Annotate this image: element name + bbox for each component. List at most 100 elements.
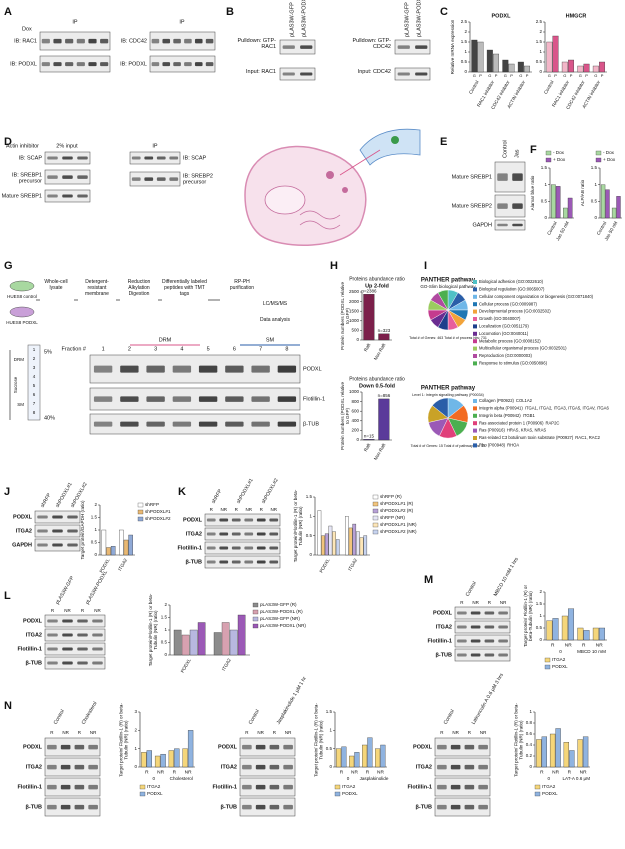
legend-label: pLAS3W-GFP (R) (260, 602, 297, 607)
y-axis-label: Target protein/ Flotillin-1 (R) or beta-… (522, 584, 533, 648)
bar (577, 65, 584, 73)
legend-label: shRFP (R) (380, 494, 402, 499)
legend-swatch (473, 346, 477, 351)
blot-band (77, 156, 88, 160)
label: ITGA2 (26, 764, 42, 770)
label: 8 (285, 346, 288, 352)
label: NR (285, 730, 292, 735)
bar (524, 65, 531, 73)
blot-band (244, 560, 254, 564)
bar (569, 750, 575, 768)
blot (434, 737, 491, 757)
blot (239, 757, 296, 777)
x-tick-label: Control (596, 221, 608, 236)
legend-swatch (252, 602, 259, 608)
blot-band (225, 365, 244, 373)
x-tick-label: NR (580, 769, 587, 775)
legend-swatch (372, 529, 379, 535)
blot-band (497, 203, 508, 209)
label: PANTHER pathway (421, 278, 476, 284)
blot-band (450, 764, 461, 770)
blot-band (131, 156, 141, 160)
label: Flotillin-1 (213, 784, 237, 790)
legend-swatch (139, 784, 146, 790)
legend-swatch (473, 317, 477, 321)
legend-label: shPODXL#2 (NR) (380, 529, 417, 534)
y-axis-label: Target protein/Flotillin-1 (R) or beta-T… (147, 593, 158, 667)
bar (354, 752, 360, 768)
y-axis-label: Relative mRNA expression (450, 19, 456, 75)
legend-swatch (137, 516, 144, 522)
label: PODXL (183, 517, 203, 523)
legend-swatch (473, 361, 477, 366)
label: PODXL (303, 366, 322, 372)
label: R (210, 507, 214, 512)
y-tick-label: 1 (464, 49, 467, 54)
blot-band (74, 804, 85, 810)
bar (599, 627, 606, 641)
label: 3 (154, 346, 157, 352)
legend-swatch (473, 399, 477, 403)
label: R (273, 730, 277, 735)
gene-list: RAP2C (545, 420, 559, 425)
legend-swatch (473, 436, 477, 440)
blot-band (457, 611, 467, 615)
blot-band (397, 45, 410, 49)
group-label: 0 (559, 649, 562, 654)
label: 3 (33, 365, 36, 370)
blot (239, 777, 296, 797)
bar (189, 629, 198, 656)
blot (434, 757, 491, 777)
x-tick-label: Control (468, 80, 480, 95)
panel-letter: G (4, 260, 13, 272)
y-tick-label: 1000 (349, 318, 360, 323)
chart-header: Proteins abundance ratio (349, 276, 405, 282)
blot-band (269, 518, 279, 522)
blot-band (300, 72, 313, 76)
legend-label: shPODXL#1 (145, 509, 171, 514)
bar (141, 752, 147, 768)
legend-swatch (139, 791, 146, 797)
bar (552, 35, 559, 73)
y-tick-label: 1 (94, 527, 97, 532)
blot-band (512, 223, 523, 227)
label: 6 (33, 392, 36, 397)
panel-letter: I (424, 260, 427, 272)
label: IB: SREBP2 (183, 173, 213, 179)
blot-band (269, 744, 280, 750)
blot-band (205, 62, 214, 67)
label: 1 (102, 346, 105, 352)
blot-band (206, 560, 216, 564)
blot-band (498, 611, 508, 615)
label: IB: RAC1 (14, 38, 37, 44)
label: DRM (159, 337, 172, 343)
blot-band (283, 764, 293, 770)
x-tick-label: ITGA2 (347, 557, 358, 571)
blot-band (120, 421, 139, 427)
label: Cholesterol (81, 701, 99, 726)
blot-band (92, 661, 103, 665)
label: R (245, 730, 249, 735)
label: Jas (514, 149, 520, 158)
blot-band (415, 45, 428, 49)
label: Locomotion (GO:0040011) (479, 331, 529, 336)
label: NR (90, 730, 97, 735)
x-tick-label: Control (546, 221, 558, 236)
blot-band (100, 62, 109, 67)
label: GAPDH (12, 542, 32, 548)
bar (605, 189, 610, 219)
blot-band (283, 784, 293, 790)
blot-band (67, 543, 78, 547)
blot-band (242, 764, 252, 770)
bar (378, 398, 390, 441)
label: β-TUB (26, 660, 43, 666)
blot-band (277, 365, 297, 373)
blot-band (397, 72, 410, 76)
label: Fraction # (62, 346, 87, 352)
chart-title: Down 0.5-fold (359, 383, 395, 389)
y-tick-label: 0 (464, 69, 467, 74)
blot-band (62, 647, 73, 651)
label: LC/MS/MS (262, 301, 288, 307)
label: Total # of Genes: 463 Total # of process… (409, 336, 487, 340)
label: 1 (33, 347, 36, 352)
